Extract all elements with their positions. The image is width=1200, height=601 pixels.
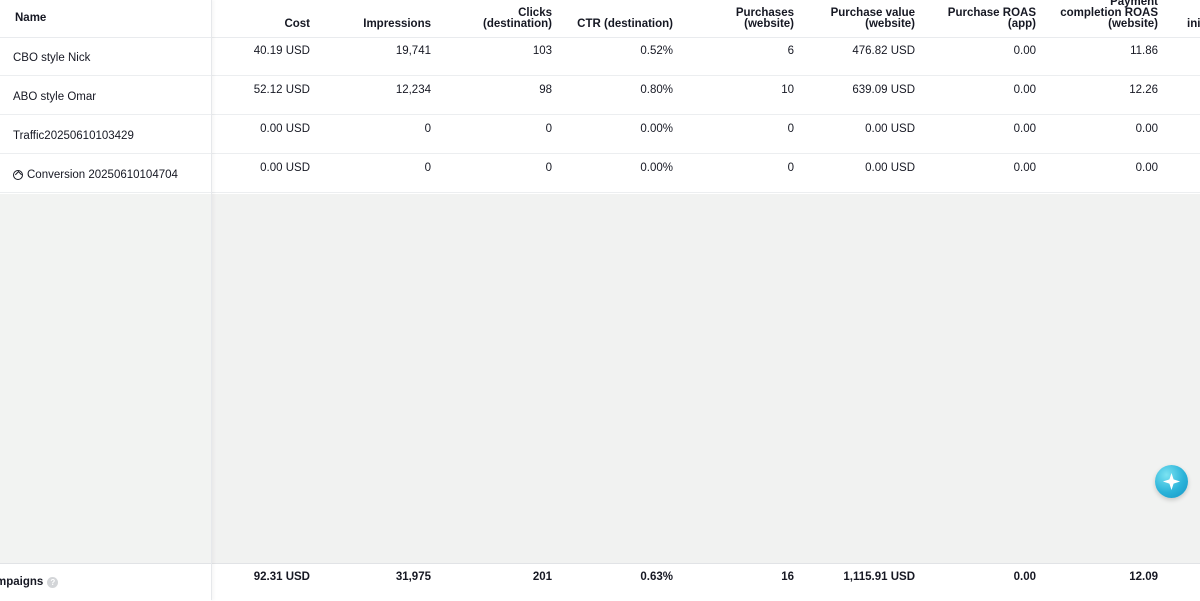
metrics-scroll-area[interactable]: Cost Impressions Clicks (destination) CT…	[212, 0, 1200, 600]
cell-ctr: 0.00%	[640, 162, 673, 174]
total-impressions: 31,975	[395, 571, 431, 583]
cell-impressions: 19,741	[395, 45, 431, 57]
table-row: 0.00 USD 0 0 0.00% 0 0.00 USD 0.00 0.00	[212, 155, 1200, 193]
cell-purchase-roas-app: 0.00	[1013, 84, 1036, 96]
campaign-name[interactable]: ABO style Omar	[13, 91, 96, 103]
column-header-impressions[interactable]: Impressions	[363, 18, 431, 30]
table-row[interactable]: CBO style Nick	[0, 38, 211, 76]
cell-clicks: 103	[532, 45, 552, 57]
cell-payment-roas: 0.00	[1135, 123, 1158, 135]
cell-cost: 0.00 USD	[260, 123, 310, 135]
cell-purchase-value: 0.00 USD	[865, 162, 915, 174]
cell-ctr: 0.80%	[640, 84, 673, 96]
cell-payment-roas: 11.86	[1130, 45, 1158, 57]
empty-table-area	[212, 194, 1200, 563]
cell-purchase-value: 639.09 USD	[852, 84, 915, 96]
column-header-purchase-value[interactable]: Purchase value (website)	[830, 7, 915, 30]
empty-table-area	[0, 194, 211, 563]
cell-purchases: 10	[781, 84, 794, 96]
cell-purchase-roas-app: 0.00	[1013, 45, 1036, 57]
conversion-icon	[13, 170, 23, 180]
campaign-name-text: ABO style Omar	[13, 91, 97, 103]
cell-cost: 52.12 USD	[253, 84, 310, 96]
total-purchases: 16	[781, 571, 794, 583]
totals-label-text: mpaigns	[0, 576, 44, 588]
totals-row: 92.31 USD 31,975 201 0.63% 16 1,115.91 U…	[212, 563, 1200, 600]
totals-label: mpaigns ?	[0, 576, 59, 588]
cell-payment-roas: 12.26	[1129, 84, 1158, 96]
total-payment-roas: 12.09	[1129, 571, 1158, 583]
cell-cost: 0.00 USD	[260, 162, 310, 174]
campaign-name[interactable]: Conversion 20250610104704	[13, 169, 178, 181]
cell-purchases: 0	[787, 162, 794, 174]
column-header-payment-roas[interactable]: Payment completion ROAS (website)	[1060, 0, 1158, 30]
campaign-name-text: Traffic20250610103429	[13, 130, 134, 142]
cell-impressions: 0	[424, 162, 431, 174]
cell-cost: 40.19 USD	[253, 45, 310, 57]
table-header-row: Cost Impressions Clicks (destination) CT…	[212, 0, 1200, 38]
total-clicks: 201	[532, 571, 552, 583]
table-row[interactable]: Traffic20250610103429	[0, 116, 211, 154]
sparkle-assistant-icon	[1162, 472, 1181, 491]
campaign-name[interactable]: CBO style Nick	[13, 52, 90, 64]
cell-purchases: 0	[787, 123, 794, 135]
cell-clicks: 0	[545, 123, 552, 135]
cell-purchase-roas-app: 0.00	[1013, 123, 1036, 135]
column-header-partial[interactable]: ini	[1187, 18, 1200, 30]
table-row[interactable]: Conversion 20250610104704	[0, 155, 211, 193]
campaign-name[interactable]: Traffic20250610103429	[13, 130, 134, 142]
cell-clicks: 98	[539, 84, 552, 96]
totals-row: mpaigns ?	[0, 563, 211, 601]
cell-impressions: 0	[424, 123, 431, 135]
column-header-cost[interactable]: Cost	[284, 18, 310, 30]
column-header-purchases[interactable]: Purchases (website)	[735, 7, 794, 30]
column-header-ctr[interactable]: CTR (destination)	[577, 18, 673, 30]
cell-impressions: 12,234	[395, 84, 431, 96]
table-row: 52.12 USD 12,234 98 0.80% 10 639.09 USD …	[212, 77, 1200, 115]
table-row: 0.00 USD 0 0 0.00% 0 0.00 USD 0.00 0.00	[212, 116, 1200, 154]
name-column-header: Name	[15, 12, 47, 24]
cell-clicks: 0	[545, 162, 552, 174]
campaign-name-text: Conversion 20250610104704	[27, 169, 178, 181]
cell-payment-roas: 0.00	[1135, 162, 1158, 174]
campaign-name-text: CBO style Nick	[13, 52, 91, 64]
column-header-clicks[interactable]: Clicks (destination)	[483, 7, 552, 30]
table-row: 40.19 USD 19,741 103 0.52% 6 476.82 USD …	[212, 38, 1200, 76]
cell-ctr: 0.52%	[640, 45, 673, 57]
frozen-name-column: Name CBO style Nick ABO style Omar Traff…	[0, 0, 212, 601]
total-purchase-value: 1,115.91 USD	[843, 571, 915, 583]
assistant-button[interactable]	[1155, 465, 1188, 498]
total-cost: 92.31 USD	[253, 571, 310, 583]
cell-purchase-value: 0.00 USD	[865, 123, 915, 135]
help-icon[interactable]: ?	[47, 576, 59, 588]
total-purchase-roas-app: 0.00	[1013, 571, 1036, 583]
table-row[interactable]: ABO style Omar	[0, 77, 211, 115]
cell-purchases: 6	[787, 45, 794, 57]
cell-ctr: 0.00%	[640, 123, 673, 135]
column-header-purchase-roas-app[interactable]: Purchase ROAS (app)	[947, 7, 1036, 30]
name-header-cell[interactable]: Name	[0, 0, 211, 38]
total-ctr: 0.63%	[640, 571, 673, 583]
cell-purchase-value: 476.82 USD	[852, 45, 915, 57]
cell-purchase-roas-app: 0.00	[1013, 162, 1036, 174]
